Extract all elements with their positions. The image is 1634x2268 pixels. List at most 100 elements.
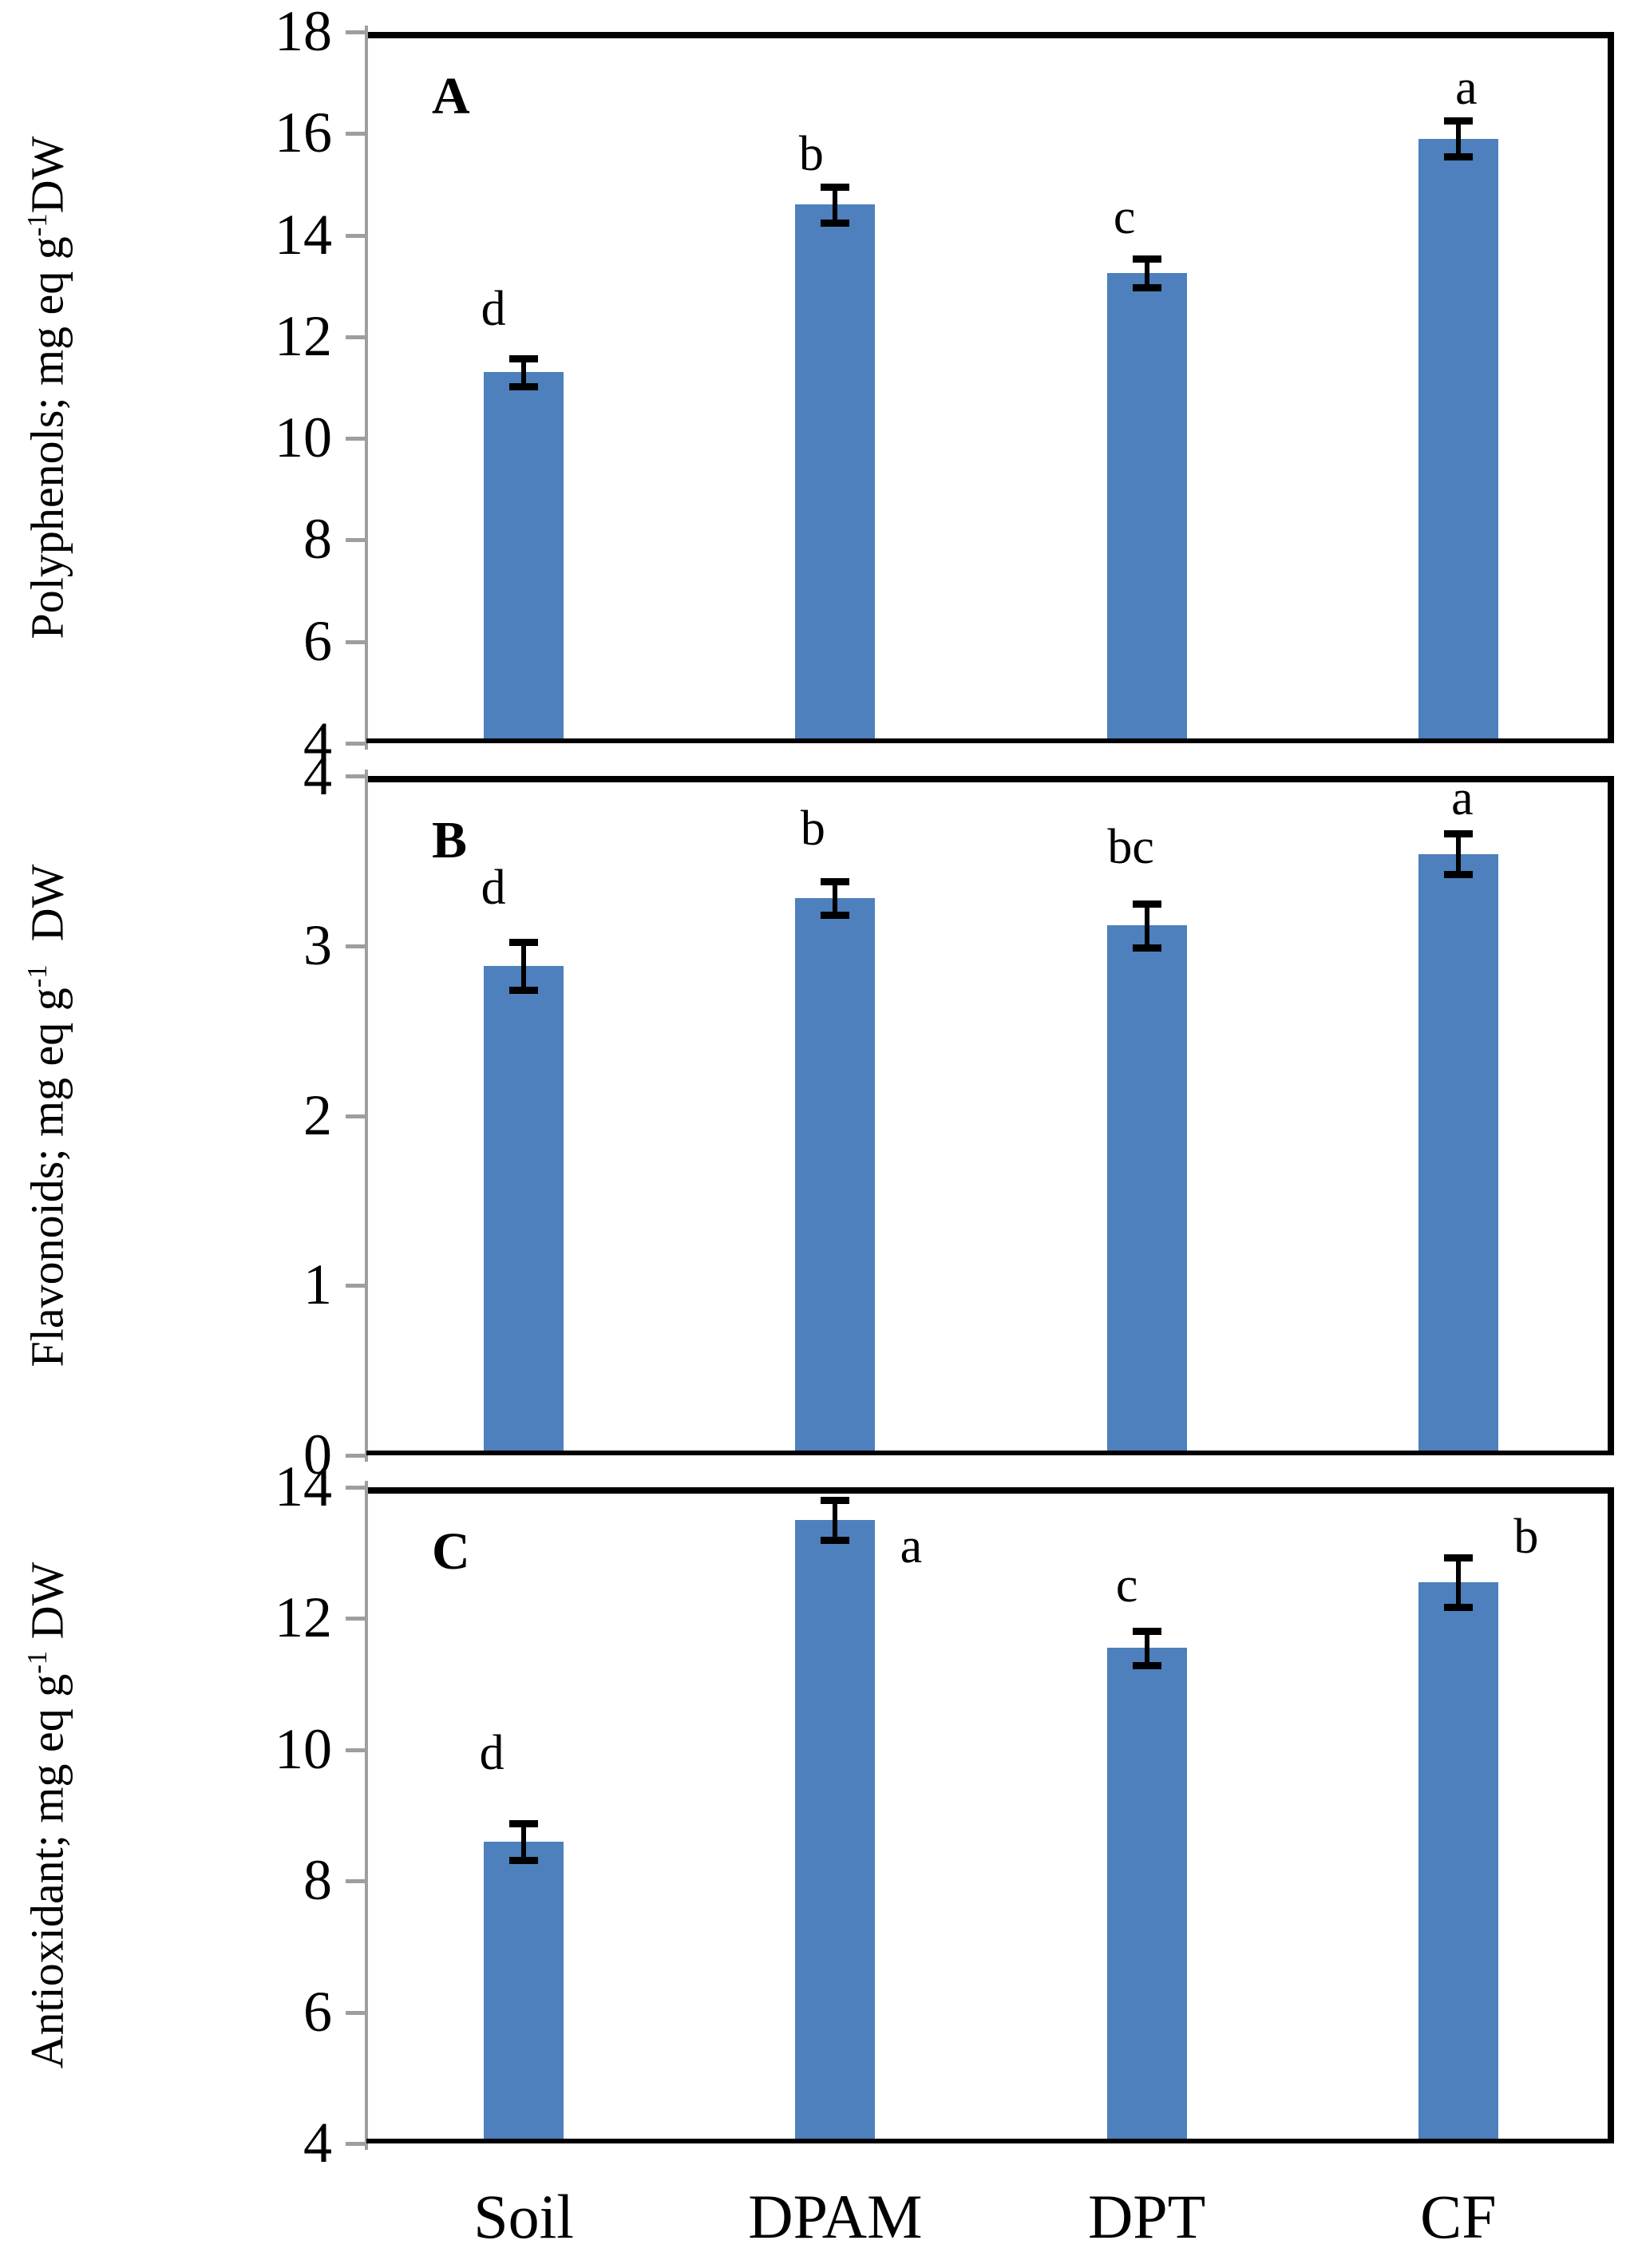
panel-letter: A: [432, 67, 470, 125]
error-bar-top-cap: [1443, 1554, 1473, 1561]
y-axis-tick-label: 4: [303, 2111, 332, 2175]
bar-cf: [1418, 138, 1498, 743]
error-bar-top-cap: [509, 1819, 539, 1827]
y-axis-tick-label: 12: [275, 303, 332, 368]
significance-letter: b: [800, 801, 825, 856]
error-bar-bottom-cap: [509, 987, 539, 995]
bar-dpam: [795, 898, 876, 1455]
bar-cf: [1418, 853, 1498, 1455]
panel-frame-right: [1608, 1487, 1614, 2143]
panel-letter: C: [432, 1522, 470, 1581]
significance-letter: c: [1115, 1558, 1138, 1613]
error-bar-stem: [1144, 259, 1149, 288]
bar-soil: [484, 966, 564, 1455]
x-axis-label-cf: CF: [1420, 2182, 1497, 2251]
y-axis-title-superscript: -1: [22, 213, 53, 237]
y-axis-tick-label: 4: [303, 743, 332, 807]
error-bar-top-cap: [821, 877, 850, 885]
panel-frame-top: [366, 32, 1614, 38]
y-axis-tick: [346, 1114, 365, 1118]
panel-frame-right: [1608, 776, 1614, 1455]
error-bar-stem: [833, 187, 838, 223]
error-bar-bottom-cap: [1132, 944, 1161, 952]
error-bar-top-cap: [1443, 830, 1473, 838]
y-axis-tick-label: 8: [303, 1848, 332, 1913]
y-axis-tick-label: 2: [303, 1083, 332, 1147]
y-axis-title-flavonoids: Flavonoids; mg eq g-1 DW: [11, 776, 73, 1455]
significance-letter: b: [1513, 1509, 1539, 1564]
bar-dpt: [1106, 1648, 1187, 2143]
error-bar-bottom-cap: [509, 382, 539, 390]
error-bar-bottom-cap: [509, 1856, 539, 1864]
y-axis-title-text: Flavonoids; mg eq g: [21, 988, 73, 1368]
x-axis-label-dpam: DPAM: [748, 2182, 923, 2251]
error-bar-top-cap: [821, 1497, 850, 1505]
error-bar-bottom-cap: [821, 1536, 850, 1544]
error-bar-stem: [521, 942, 527, 991]
y-axis-tick: [346, 1879, 365, 1884]
error-bar-top-cap: [1132, 255, 1161, 263]
y-axis-tick: [346, 774, 365, 778]
y-axis-title-superscript: -1: [22, 1650, 53, 1674]
y-axis-title-suffix: DW: [21, 136, 73, 214]
error-bar-stem: [1455, 121, 1461, 156]
significance-letter: b: [798, 126, 824, 181]
y-axis-tick: [346, 334, 365, 339]
panel-frame-top: [366, 776, 1614, 782]
x-axis-label-dpt: DPT: [1087, 2182, 1206, 2251]
panel-x-axis-line: [366, 2139, 1614, 2143]
significance-letter: bc: [1107, 820, 1154, 875]
error-bar-stem: [1144, 1631, 1149, 1665]
y-axis-tick: [346, 538, 365, 543]
y-axis-title-text: Antioxidant; mg eq g: [21, 1673, 73, 2069]
panel-y-axis-line: [365, 770, 368, 1462]
panel-x-axis-line: [366, 1451, 1614, 1455]
significance-letter: a: [1451, 770, 1474, 825]
significance-letter: d: [481, 281, 506, 336]
y-axis-tick-label: 3: [303, 912, 332, 977]
y-axis-title-antioxidant: Antioxidant; mg eq g-1 DW: [11, 1487, 73, 2143]
significance-letter: a: [900, 1518, 923, 1573]
y-axis-tick: [346, 1617, 365, 1621]
y-axis-tick: [346, 2010, 365, 2015]
y-axis-tick-label: 12: [275, 1585, 332, 1650]
y-axis-title-suffix: DW: [21, 1561, 73, 1651]
error-bar-bottom-cap: [1443, 871, 1473, 879]
panel-y-axis-line: [365, 26, 368, 750]
y-axis-tick-label: 4: [303, 710, 332, 774]
bar-dpam: [795, 204, 876, 743]
bar-dpam: [795, 1520, 876, 2143]
error-bar-stem: [1144, 903, 1149, 948]
y-axis-tick-label: 0: [303, 1423, 332, 1486]
significance-letter: d: [481, 861, 506, 916]
y-axis-title-suffix: DW: [21, 864, 73, 965]
y-axis-tick-label: 14: [275, 202, 332, 267]
error-bar-stem: [833, 1500, 838, 1540]
y-axis-tick-label: 10: [275, 1716, 332, 1781]
panel-letter: B: [432, 811, 468, 869]
y-axis-tick: [346, 30, 365, 34]
error-bar-stem: [833, 881, 838, 916]
y-axis-tick: [346, 639, 365, 644]
error-bar-bottom-cap: [1443, 1604, 1473, 1612]
y-axis-tick: [346, 1454, 365, 1458]
error-bar-bottom-cap: [821, 912, 850, 920]
error-bar-stem: [521, 358, 527, 386]
bar-cf: [1418, 1582, 1498, 2143]
panel-x-axis-line: [366, 738, 1614, 743]
y-axis-title-polyphenols: Polyphenols; mg eq g-1DW: [11, 32, 73, 743]
error-bar-stem: [521, 1823, 527, 1860]
y-axis-tick: [346, 2142, 365, 2146]
error-bar-bottom-cap: [1132, 284, 1161, 292]
y-axis-tick: [346, 1284, 365, 1288]
panel-y-axis-line: [365, 1481, 368, 2150]
significance-letter: c: [1113, 190, 1136, 245]
error-bar-top-cap: [1132, 900, 1161, 908]
bar-soil: [484, 1841, 564, 2143]
y-axis-title-text: Polyphenols; mg eq g: [21, 236, 73, 639]
y-axis-tick: [346, 1748, 365, 1752]
error-bar-top-cap: [1132, 1628, 1161, 1636]
y-axis-tick: [346, 437, 365, 441]
